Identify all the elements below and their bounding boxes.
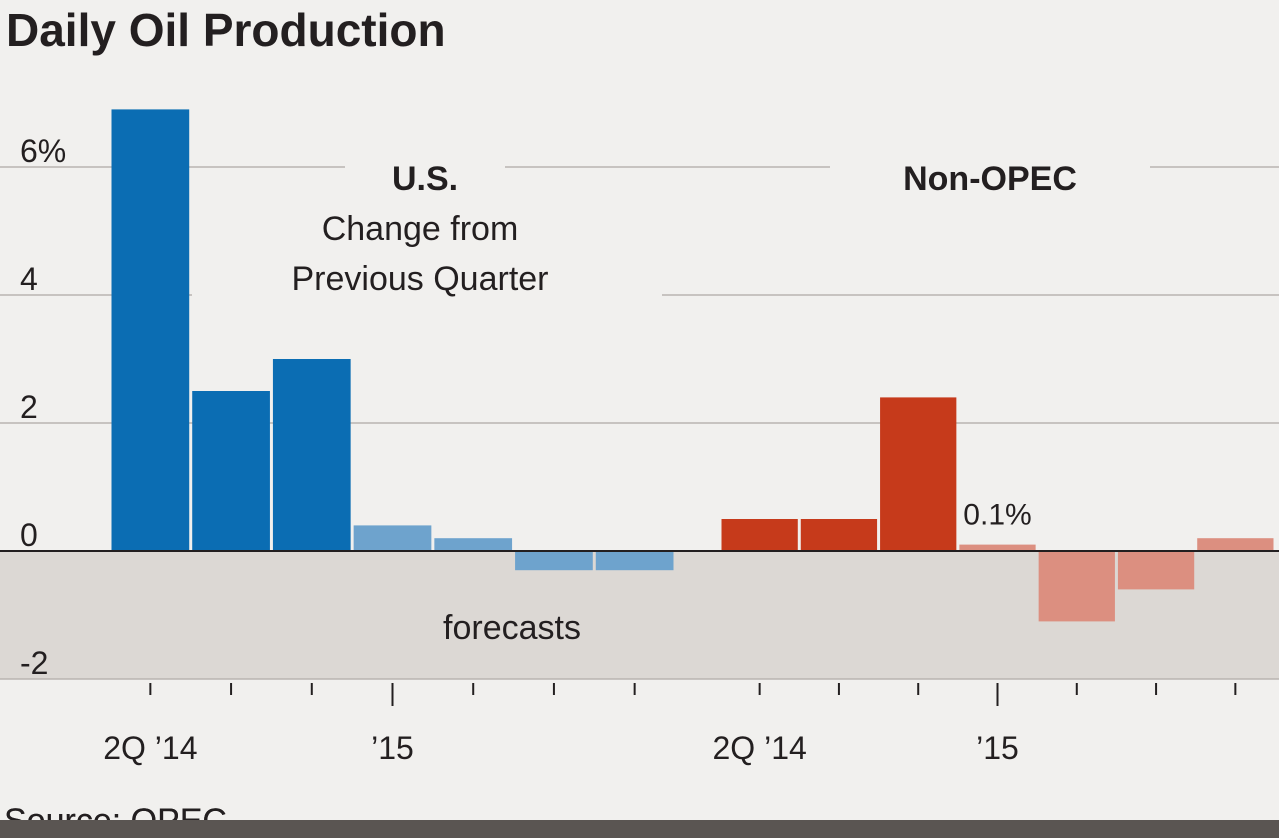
bar [595,551,674,571]
bar [353,525,432,551]
bar [111,109,190,552]
bar [434,538,513,551]
y-tick-label: -2 [20,645,48,681]
marks [0,109,1279,706]
x-tick-label: ’15 [371,730,414,766]
x-tick-label: ’15 [976,730,1019,766]
value-label: 0.1% [963,499,1031,532]
bar [192,391,270,551]
bar [800,519,878,551]
bar [1197,538,1274,551]
label-backgrounds [192,150,1150,312]
subtitle-mask [192,200,662,312]
panel-title: Non-OPEC [903,160,1077,198]
title-mask [830,150,1150,200]
source-overlay: Source: OPEC [4,802,227,838]
bar [272,359,351,551]
bar [1117,551,1195,590]
y-tick-label: 0 [20,517,38,553]
y-tick-label: 2 [20,389,38,425]
x-tick-label: 2Q ’14 [713,730,807,766]
bar [721,519,798,551]
panel-subtitle: Previous Quarter [292,260,549,298]
labels: -2 0 2 4 6% U.S. Change from Previous Quarter fo… [20,133,1077,766]
bar [959,544,1036,551]
x-tick-label: 2Q ’14 [103,730,197,766]
bottom-strip [0,820,1279,838]
page-title: Daily Oil Production [6,4,446,56]
y-tick-label: 6% [20,133,66,169]
title-mask [345,150,505,200]
panel-subtitle: Change from [322,210,519,248]
bar [1038,551,1115,622]
y-tick-label: 4 [20,261,38,297]
bar [515,551,593,571]
panel-title: U.S. [392,160,458,198]
bar [880,397,957,551]
annotation: forecasts [443,609,581,647]
